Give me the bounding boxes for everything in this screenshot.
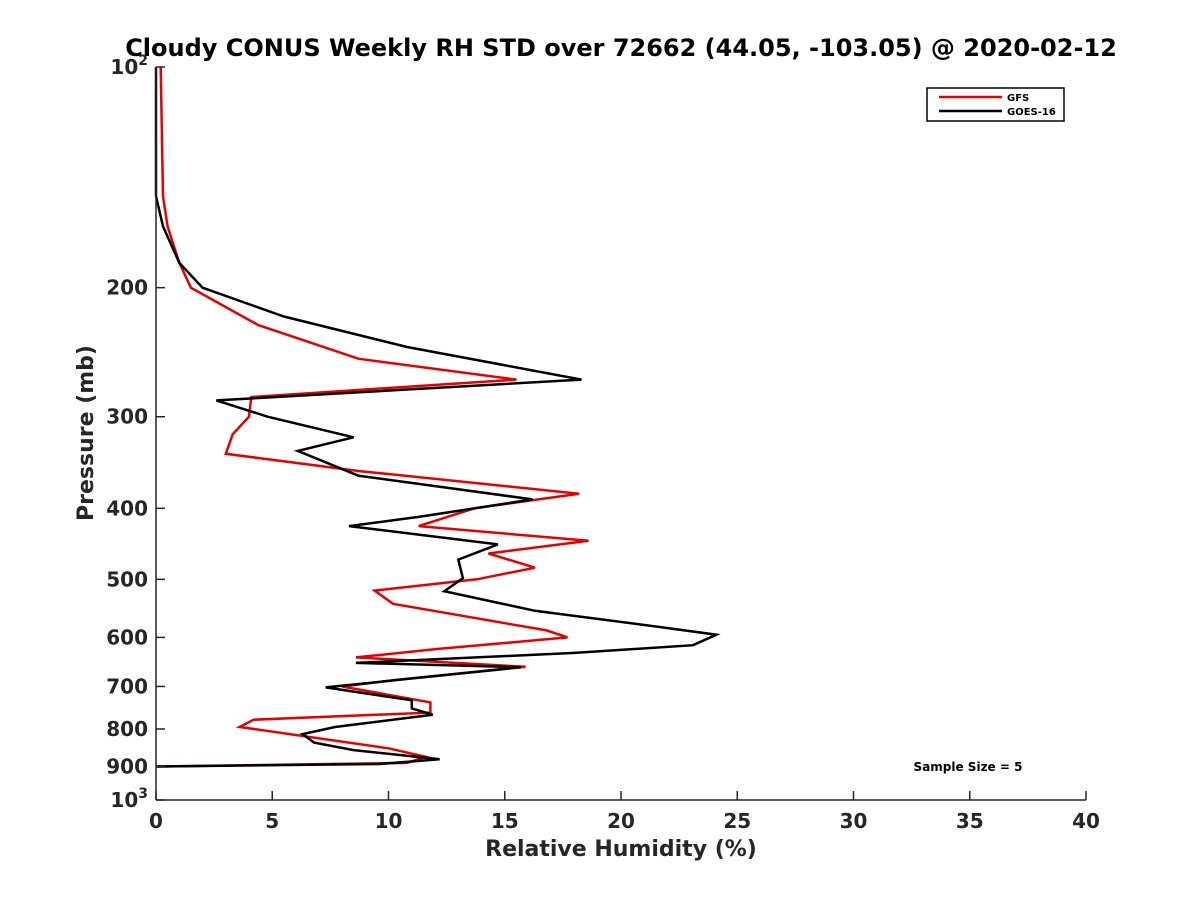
- series-lines: [154, 66, 721, 768]
- y-tick-label: 103: [110, 786, 148, 812]
- legend: GFS GOES-16: [926, 87, 1065, 122]
- y-tick-label: 400: [106, 496, 148, 520]
- series-line-gfs: [158, 66, 589, 768]
- x-axis-ticks: 0 5 10 15 20 25 30 35 40: [149, 791, 1100, 833]
- y-tick-label: 102: [110, 53, 148, 79]
- x-tick-label: 15: [491, 809, 519, 833]
- legend-label-gfs: GFS: [1007, 93, 1029, 104]
- x-tick-label: 0: [149, 809, 163, 833]
- y-tick-label: 300: [106, 405, 148, 429]
- legend-label-goes16: GOES-16: [1007, 107, 1056, 118]
- x-axis-label: Relative Humidity (%): [485, 837, 757, 862]
- x-tick-label: 10: [375, 809, 403, 833]
- legend-box: [926, 87, 1065, 122]
- y-tick-label: 200: [106, 276, 148, 300]
- y-tick-label: 900: [106, 754, 148, 778]
- y-tick-label: 800: [106, 717, 148, 741]
- chart-title: Cloudy CONUS Weekly RH STD over 72662 (4…: [125, 34, 1117, 62]
- x-tick-label: 40: [1072, 809, 1100, 833]
- y-tick-label: 700: [106, 674, 148, 698]
- plot-area: 0 5 10 15 20 25 30 35 40 102 200 300 400 500 600 700 80…: [106, 53, 1100, 833]
- sample-size-annotation: Sample Size = 5: [914, 760, 1023, 774]
- y-axis-label: Pressure (mb): [74, 345, 99, 521]
- series-line-goes16: [154, 67, 721, 768]
- y-axis-ticks: 102 200 300 400 500 600 700 800 900 103: [106, 53, 165, 812]
- x-tick-label: 30: [840, 809, 868, 833]
- x-tick-label: 25: [723, 809, 751, 833]
- x-tick-label: 35: [956, 809, 984, 833]
- y-tick-label: 500: [106, 567, 148, 591]
- y-tick-label: 600: [106, 625, 148, 649]
- x-tick-label: 20: [607, 809, 635, 833]
- x-tick-label: 5: [265, 809, 279, 833]
